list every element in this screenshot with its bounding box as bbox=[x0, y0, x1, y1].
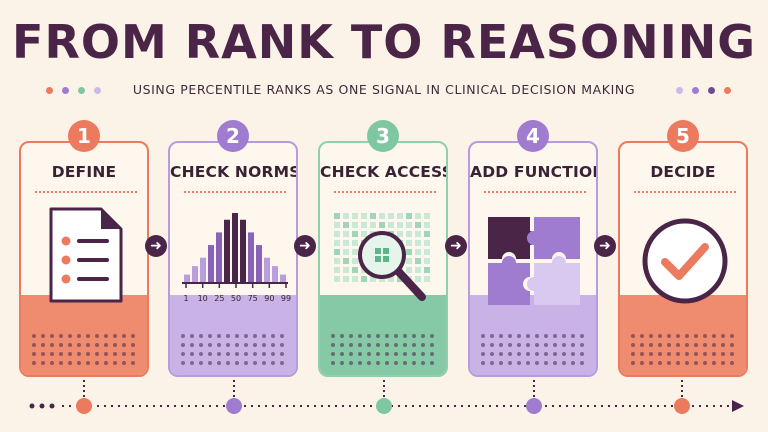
dotted-separator bbox=[184, 191, 286, 193]
decorative-dots-right bbox=[676, 87, 731, 94]
histogram-bar bbox=[192, 266, 198, 283]
step-label: DECIDE bbox=[650, 163, 716, 181]
step-card-check-access: CHECK ACCESS bbox=[318, 141, 448, 377]
step-card-define: DEFINE bbox=[19, 141, 149, 377]
step-label: CHECK NORMS bbox=[170, 163, 298, 181]
step-number-badge: 4 bbox=[517, 120, 549, 152]
page-subtitle: USING PERCENTILE RANKS AS ONE SIGNAL IN … bbox=[132, 82, 636, 97]
dot-pattern bbox=[32, 334, 140, 365]
arrow-right-icon: ➜ bbox=[294, 235, 316, 257]
magnifying-glass-icon bbox=[334, 213, 430, 301]
document-list-icon bbox=[49, 207, 123, 303]
histogram-bar bbox=[224, 219, 230, 283]
step-card-decide: DECIDE bbox=[618, 141, 748, 377]
histogram-tick-label: 50 bbox=[231, 294, 241, 303]
histogram-bar bbox=[184, 274, 190, 283]
dot-pattern bbox=[331, 334, 439, 365]
histogram-tick-label: 75 bbox=[248, 294, 258, 303]
puzzle-icon bbox=[488, 217, 580, 305]
step-label: DEFINE bbox=[51, 163, 117, 181]
dot-pattern bbox=[181, 334, 289, 365]
dot-pattern bbox=[481, 334, 589, 365]
arrow-right-icon: ➜ bbox=[145, 235, 167, 257]
histogram-bar bbox=[256, 245, 262, 283]
timeline-node bbox=[376, 398, 392, 414]
histogram-bar bbox=[240, 219, 246, 283]
histogram-tick-label: 90 bbox=[264, 294, 274, 303]
page-title: FROM RANK TO REASONING bbox=[12, 15, 756, 69]
step-number-badge: 5 bbox=[667, 120, 699, 152]
histogram-tick-label: 1 bbox=[183, 294, 188, 303]
arrow-right-icon: ➜ bbox=[445, 235, 467, 257]
timeline-node bbox=[226, 398, 242, 414]
histogram-bar bbox=[216, 232, 222, 283]
dotted-separator bbox=[484, 191, 586, 193]
histogram-bar bbox=[200, 257, 206, 283]
timeline-node bbox=[674, 398, 690, 414]
histogram-bar bbox=[232, 213, 238, 283]
histogram-tick-label: 10 bbox=[198, 294, 208, 303]
histogram-bar bbox=[280, 274, 286, 283]
timeline-node bbox=[526, 398, 542, 414]
step-number-badge: 1 bbox=[68, 120, 100, 152]
step-number-badge: 2 bbox=[217, 120, 249, 152]
step-label: CHECK ACCESS bbox=[320, 163, 448, 181]
step-label: ADD FUNCTION bbox=[470, 163, 598, 181]
bell-curve-histogram-icon: 1 10 25 50 75 90 99 bbox=[182, 213, 291, 303]
histogram-tick-label: 99 bbox=[281, 294, 291, 303]
histogram-bar bbox=[208, 245, 214, 283]
arrow-right-icon: ➜ bbox=[594, 235, 616, 257]
subtitle-row: USING PERCENTILE RANKS AS ONE SIGNAL IN … bbox=[0, 80, 768, 100]
histogram-tick-label: 25 bbox=[214, 294, 224, 303]
histogram-bar bbox=[264, 257, 270, 283]
step-number-badge: 3 bbox=[367, 120, 399, 152]
timeline bbox=[29, 380, 744, 414]
dot-pattern bbox=[631, 334, 739, 365]
dotted-separator bbox=[634, 191, 736, 193]
dotted-separator bbox=[334, 191, 436, 193]
decorative-dots-left bbox=[46, 87, 101, 94]
histogram-bar bbox=[272, 266, 278, 283]
step-card-check-norms: CHECK NORMS 1 10 25 50 75 90 99 bbox=[168, 141, 298, 377]
checkmark-circle-icon bbox=[642, 218, 728, 304]
histogram-bar bbox=[248, 232, 254, 283]
dotted-separator bbox=[35, 191, 137, 193]
step-card-add-function: ADD FUNCTION bbox=[468, 141, 598, 377]
timeline-node bbox=[76, 398, 92, 414]
